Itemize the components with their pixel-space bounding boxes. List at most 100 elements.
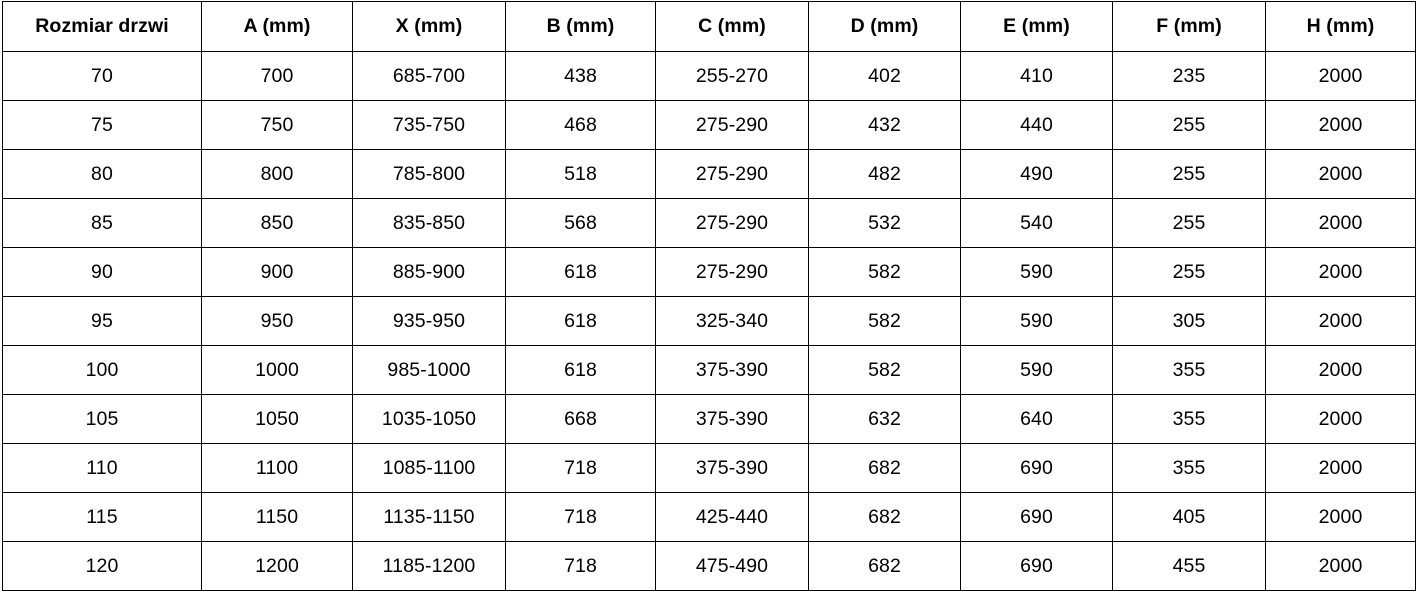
cell-value: 718 [505, 443, 656, 493]
column-header-4: C (mm) [655, 1, 809, 52]
table-header: Rozmiar drzwi A (mm) X (mm) B (mm) C (mm) D (… [2, 1, 1416, 52]
cell-value: 640 [960, 394, 1113, 444]
cell-value: 690 [960, 541, 1113, 591]
cell-door-size: 100 [2, 345, 202, 395]
cell-value: 375-390 [655, 443, 809, 493]
cell-value: 235 [1112, 51, 1266, 101]
cell-value: 590 [960, 345, 1113, 395]
cell-value: 1135-1150 [352, 492, 506, 542]
table-row: 100 1000 985-1000 618 375-390 582 590 355 2000 [2, 345, 1416, 395]
cell-value: 618 [505, 247, 656, 297]
cell-value: 432 [808, 100, 961, 150]
cell-value: 375-390 [655, 394, 809, 444]
cell-value: 402 [808, 51, 961, 101]
cell-value: 632 [808, 394, 961, 444]
cell-value: 1000 [201, 345, 353, 395]
cell-door-size: 115 [2, 492, 202, 542]
table-row: 115 1150 1135-1150 718 425-440 682 690 405 2000 [2, 492, 1416, 542]
cell-value: 482 [808, 149, 961, 199]
cell-value: 690 [960, 492, 1113, 542]
cell-door-size: 120 [2, 541, 202, 591]
cell-value: 618 [505, 296, 656, 346]
cell-value: 850 [201, 198, 353, 248]
cell-value: 2000 [1265, 345, 1416, 395]
cell-value: 985-1000 [352, 345, 506, 395]
cell-value: 835-850 [352, 198, 506, 248]
cell-value: 668 [505, 394, 656, 444]
cell-value: 425-440 [655, 492, 809, 542]
cell-door-size: 105 [2, 394, 202, 444]
cell-value: 885-900 [352, 247, 506, 297]
cell-value: 2000 [1265, 51, 1416, 101]
cell-value: 2000 [1265, 541, 1416, 591]
cell-value: 540 [960, 198, 1113, 248]
cell-value: 475-490 [655, 541, 809, 591]
table-row: 90 900 885-900 618 275-290 582 590 255 2000 [2, 247, 1416, 297]
cell-value: 682 [808, 541, 961, 591]
cell-value: 785-800 [352, 149, 506, 199]
table-row: 85 850 835-850 568 275-290 532 540 255 2000 [2, 198, 1416, 248]
cell-value: 455 [1112, 541, 1266, 591]
cell-value: 1050 [201, 394, 353, 444]
cell-door-size: 95 [2, 296, 202, 346]
table-row: 110 1100 1085-1100 718 375-390 682 690 355 2000 [2, 443, 1416, 493]
cell-door-size: 85 [2, 198, 202, 248]
cell-value: 682 [808, 492, 961, 542]
cell-value: 275-290 [655, 198, 809, 248]
cell-value: 255 [1112, 149, 1266, 199]
cell-value: 935-950 [352, 296, 506, 346]
cell-value: 1035-1050 [352, 394, 506, 444]
cell-value: 685-700 [352, 51, 506, 101]
cell-value: 1085-1100 [352, 443, 506, 493]
column-header-5: D (mm) [808, 1, 961, 52]
cell-value: 375-390 [655, 345, 809, 395]
column-header-2: X (mm) [352, 1, 506, 52]
cell-value: 800 [201, 149, 353, 199]
cell-value: 1100 [201, 443, 353, 493]
cell-value: 718 [505, 492, 656, 542]
cell-value: 950 [201, 296, 353, 346]
cell-value: 618 [505, 345, 656, 395]
cell-value: 440 [960, 100, 1113, 150]
cell-value: 275-290 [655, 247, 809, 297]
cell-door-size: 110 [2, 443, 202, 493]
column-header-0: Rozmiar drzwi [2, 1, 202, 52]
cell-value: 275-290 [655, 100, 809, 150]
column-header-8: H (mm) [1265, 1, 1416, 52]
cell-value: 2000 [1265, 492, 1416, 542]
table-row: 80 800 785-800 518 275-290 482 490 255 2000 [2, 149, 1416, 199]
cell-value: 2000 [1265, 296, 1416, 346]
cell-value: 2000 [1265, 443, 1416, 493]
cell-value: 582 [808, 345, 961, 395]
column-header-1: A (mm) [201, 1, 353, 52]
cell-value: 255 [1112, 247, 1266, 297]
cell-value: 355 [1112, 394, 1266, 444]
cell-value: 2000 [1265, 100, 1416, 150]
cell-value: 490 [960, 149, 1113, 199]
cell-value: 718 [505, 541, 656, 591]
cell-value: 690 [960, 443, 1113, 493]
column-header-3: B (mm) [505, 1, 656, 52]
cell-value: 405 [1112, 492, 1266, 542]
column-header-7: F (mm) [1112, 1, 1266, 52]
cell-value: 1200 [201, 541, 353, 591]
table-row: 95 950 935-950 618 325-340 582 590 305 2000 [2, 296, 1416, 346]
cell-value: 682 [808, 443, 961, 493]
cell-value: 582 [808, 247, 961, 297]
table-row: 105 1050 1035-1050 668 375-390 632 640 355 2000 [2, 394, 1416, 444]
cell-value: 468 [505, 100, 656, 150]
cell-value: 255-270 [655, 51, 809, 101]
cell-value: 590 [960, 247, 1113, 297]
cell-value: 2000 [1265, 198, 1416, 248]
cell-value: 700 [201, 51, 353, 101]
cell-value: 900 [201, 247, 353, 297]
cell-value: 255 [1112, 100, 1266, 150]
cell-door-size: 70 [2, 51, 202, 101]
cell-door-size: 80 [2, 149, 202, 199]
table-row: 70 700 685-700 438 255-270 402 410 235 2000 [2, 51, 1416, 101]
cell-value: 1150 [201, 492, 353, 542]
cell-value: 750 [201, 100, 353, 150]
cell-value: 582 [808, 296, 961, 346]
